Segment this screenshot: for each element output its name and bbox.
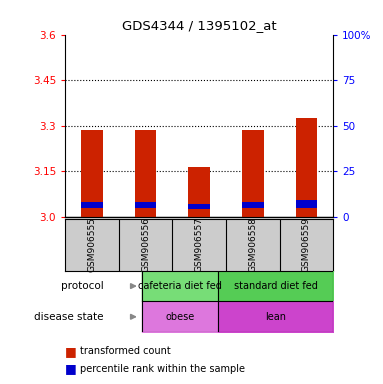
- Bar: [242, 130, 264, 217]
- Bar: [188, 204, 210, 209]
- Text: ■: ■: [65, 345, 77, 358]
- Text: cafeteria diet fed: cafeteria diet fed: [138, 281, 222, 291]
- Bar: [81, 202, 103, 208]
- Text: transformed count: transformed count: [80, 346, 171, 356]
- Title: GDS4344 / 1395102_at: GDS4344 / 1395102_at: [122, 19, 277, 32]
- Text: ■: ■: [65, 362, 77, 375]
- Text: GSM906557: GSM906557: [195, 217, 204, 272]
- Bar: [81, 130, 103, 217]
- Bar: [135, 202, 156, 208]
- Bar: [296, 118, 317, 217]
- Bar: [188, 167, 210, 217]
- Text: standard diet fed: standard diet fed: [234, 281, 318, 291]
- Bar: [296, 200, 317, 208]
- Text: percentile rank within the sample: percentile rank within the sample: [80, 364, 246, 374]
- Text: obese: obese: [165, 312, 195, 322]
- Text: protocol: protocol: [61, 281, 103, 291]
- Text: GSM906559: GSM906559: [302, 217, 311, 272]
- Text: GSM906556: GSM906556: [141, 217, 150, 272]
- Text: lean: lean: [265, 312, 286, 322]
- Text: disease state: disease state: [34, 312, 103, 322]
- Bar: [135, 130, 156, 217]
- Text: GSM906558: GSM906558: [248, 217, 257, 272]
- Text: GSM906555: GSM906555: [87, 217, 97, 272]
- Bar: [242, 202, 264, 208]
